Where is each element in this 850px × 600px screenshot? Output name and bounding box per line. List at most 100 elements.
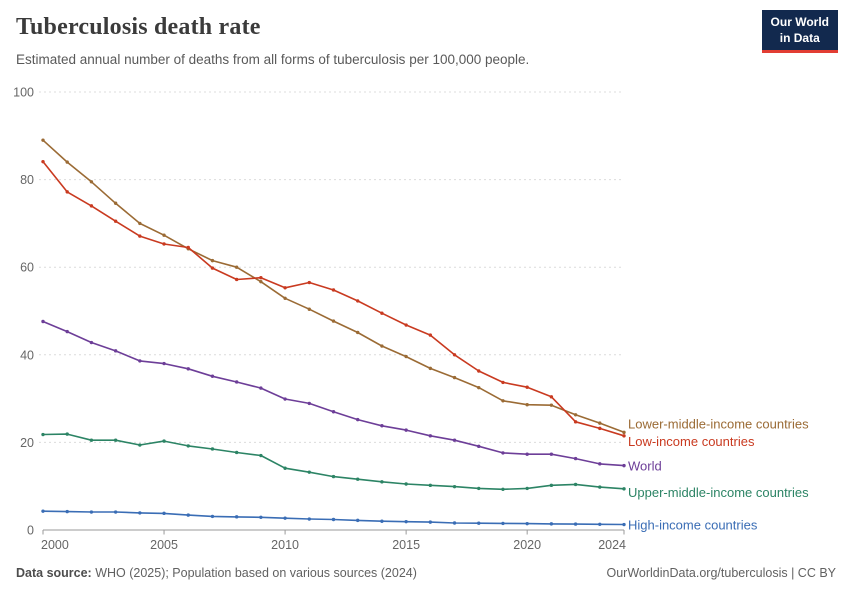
series-point-upper-middle-income-countries: [234, 450, 239, 455]
series-point-world: [283, 397, 287, 401]
series-point-low-income-countries: [41, 159, 45, 164]
series-point-world: [428, 434, 433, 438]
series-point-world: [452, 438, 457, 442]
series-point-lower-middle-income-countries: [65, 160, 69, 164]
series-point-lower-middle-income-countries: [452, 375, 457, 380]
data-source-text: WHO (2025); Population based on various …: [91, 566, 417, 580]
series-point-lower-middle-income-countries: [428, 366, 433, 371]
series-point-upper-middle-income-countries: [65, 432, 69, 436]
series-point-upper-middle-income-countries: [452, 484, 457, 489]
series-point-world: [41, 319, 45, 324]
series-point-lower-middle-income-countries: [307, 307, 311, 311]
series-point-lower-middle-income-countries: [380, 344, 384, 348]
series-point-lower-middle-income-countries: [404, 354, 408, 359]
series-point-high-income-countries: [428, 520, 433, 524]
series-point-lower-middle-income-countries: [573, 413, 578, 417]
series-line-world[interactable]: [42, 320, 625, 467]
series-point-world: [186, 367, 190, 371]
series-point-lower-middle-income-countries: [356, 330, 360, 335]
owid-logo[interactable]: Our World in Data: [761, 10, 838, 54]
series-point-lower-middle-income-countries: [259, 279, 263, 284]
series-point-upper-middle-income-countries: [549, 483, 554, 488]
series-point-low-income-countries: [259, 276, 263, 280]
series-point-high-income-countries: [138, 511, 142, 515]
series-point-world: [138, 359, 142, 363]
series-point-low-income-countries: [113, 219, 118, 223]
series-point-upper-middle-income-countries: [283, 466, 287, 470]
series-point-upper-middle-income-countries: [573, 482, 578, 487]
footer-link[interactable]: OurWorldinData.org/tuberculosis | CC BY: [606, 566, 837, 580]
series-point-world: [113, 349, 118, 353]
series-point-lower-middle-income-countries: [549, 403, 554, 407]
series-point-low-income-countries: [307, 280, 311, 285]
series-point-upper-middle-income-countries: [428, 483, 433, 488]
x-axis-tick-label: 2024: [598, 538, 626, 552]
series-point-upper-middle-income-countries: [331, 474, 336, 479]
series-point-low-income-countries: [525, 385, 529, 389]
series-point-high-income-countries: [380, 519, 384, 523]
series-point-lower-middle-income-countries: [501, 399, 505, 403]
series-line-low-income-countries[interactable]: [42, 160, 625, 437]
series-point-low-income-countries: [331, 288, 336, 292]
series-point-upper-middle-income-countries: [138, 443, 142, 447]
series-point-high-income-countries: [210, 514, 215, 519]
series-point-world: [598, 462, 602, 466]
series-point-upper-middle-income-countries: [598, 485, 602, 489]
series-point-high-income-countries: [549, 522, 554, 526]
series-point-lower-middle-income-countries: [331, 319, 336, 323]
series-label-world[interactable]: World: [628, 459, 662, 474]
series-point-low-income-countries: [573, 420, 578, 424]
series-point-high-income-countries: [331, 517, 336, 522]
series-point-world: [477, 444, 481, 449]
series-point-upper-middle-income-countries: [186, 444, 190, 448]
series-point-world: [89, 340, 94, 345]
series-point-upper-middle-income-countries: [162, 439, 166, 443]
chart-title: Tuberculosis death rate: [16, 14, 261, 40]
series-point-world: [380, 424, 384, 428]
series-point-world: [234, 380, 239, 384]
series-point-high-income-countries: [65, 509, 69, 514]
series-point-upper-middle-income-countries: [307, 470, 311, 474]
series-point-world: [331, 410, 336, 414]
series-point-lower-middle-income-countries: [477, 385, 481, 390]
y-axis-tick-label: 20: [20, 436, 34, 450]
y-axis-tick-label: 80: [20, 173, 34, 187]
y-axis-tick-label: 40: [20, 348, 34, 362]
x-axis-tick-label: 2020: [513, 538, 541, 552]
series-point-low-income-countries: [138, 234, 142, 238]
series-line-upper-middle-income-countries[interactable]: [42, 433, 625, 491]
series-point-lower-middle-income-countries: [41, 138, 45, 142]
series-point-low-income-countries: [186, 245, 190, 250]
y-axis-tick-label: 100: [13, 86, 34, 100]
x-axis-tick-label: 2015: [392, 538, 420, 552]
series-label-low-income-countries[interactable]: Low-income countries: [628, 434, 755, 449]
series-point-world: [259, 386, 263, 390]
series-point-low-income-countries: [404, 323, 408, 327]
series-point-upper-middle-income-countries: [380, 480, 384, 484]
series-point-world: [501, 451, 505, 455]
series-point-world: [210, 374, 215, 378]
series-point-high-income-countries: [113, 510, 118, 514]
series-point-high-income-countries: [622, 522, 626, 527]
series-point-world: [162, 361, 166, 366]
series-point-low-income-countries: [89, 204, 94, 208]
series-point-upper-middle-income-countries: [89, 438, 94, 442]
series-point-lower-middle-income-countries: [622, 430, 626, 435]
series-point-world: [525, 452, 529, 456]
series-point-low-income-countries: [501, 380, 505, 385]
series-line-lower-middle-income-countries[interactable]: [42, 139, 625, 434]
data-source-note: Data source: WHO (2025); Population base…: [16, 566, 417, 580]
series-label-high-income-countries[interactable]: High-income countries: [628, 518, 758, 533]
series-point-high-income-countries: [234, 515, 239, 519]
series-label-upper-middle-income-countries[interactable]: Upper-middle-income countries: [628, 485, 809, 500]
series-point-high-income-countries: [307, 517, 311, 521]
x-axis-tick-label: 2005: [150, 538, 178, 552]
series-label-lower-middle-income-countries[interactable]: Lower-middle-income countries: [628, 416, 809, 431]
series-point-upper-middle-income-countries: [404, 482, 408, 486]
series-point-high-income-countries: [477, 521, 481, 525]
series-point-lower-middle-income-countries: [138, 221, 142, 226]
series-point-low-income-countries: [622, 434, 626, 438]
series-point-world: [307, 401, 311, 406]
